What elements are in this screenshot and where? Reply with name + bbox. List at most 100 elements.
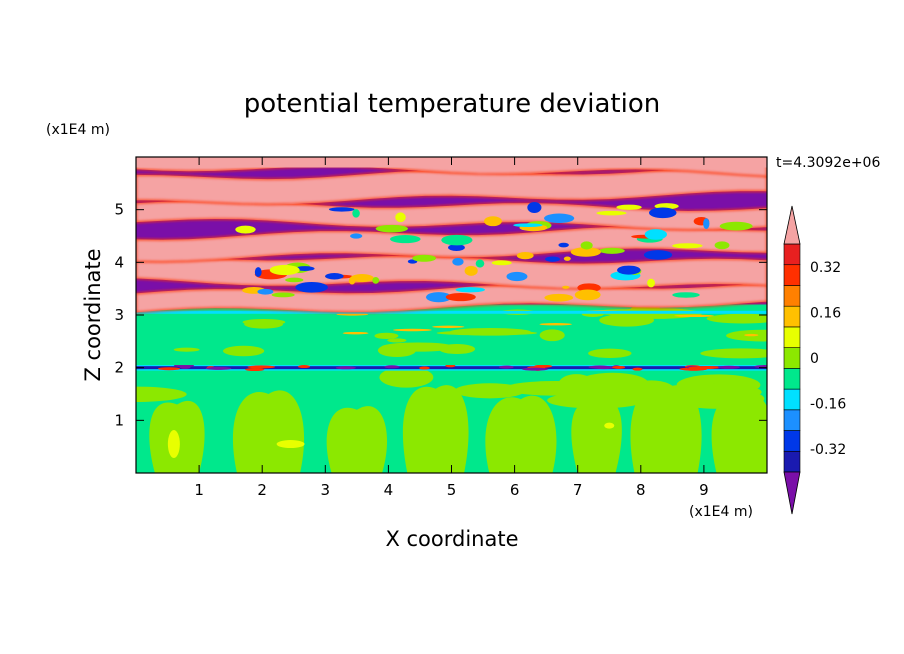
contour-field — [136, 157, 767, 473]
interface-spot — [588, 365, 611, 369]
upper-mixing-spot — [643, 250, 673, 260]
upper-mixing-spot — [350, 233, 363, 239]
upper-mixing-spot — [491, 260, 512, 266]
colorbar-tick-label: 0 — [810, 351, 819, 367]
middle-blob — [374, 332, 399, 340]
upper-mixing-spot — [395, 212, 406, 223]
upper-mixing-spot — [719, 221, 753, 231]
upper-band-edge — [136, 225, 767, 263]
upper-mixing-spot — [285, 277, 304, 283]
interface-spot — [445, 364, 456, 368]
y-unit-label: (x1E4 m) — [46, 122, 110, 138]
upper-mixing-spot — [545, 256, 560, 262]
upper-band-edge — [136, 164, 767, 206]
lower-plume — [232, 390, 305, 473]
middle-cyan-line — [136, 310, 767, 314]
y-tick-label: 5 — [114, 201, 124, 219]
colorbar-segment — [783, 264, 801, 286]
upper-mixing-spot — [580, 241, 593, 250]
upper-mixing-spot — [441, 234, 473, 246]
upper-mixing-spot — [527, 202, 542, 213]
lower-plume — [571, 400, 622, 473]
colorbar-tick-label: 0.16 — [810, 305, 841, 321]
interface-spot — [632, 367, 643, 371]
upper-mixing-spot — [372, 277, 380, 284]
middle-blob — [700, 348, 767, 359]
middle-streak — [744, 333, 759, 337]
lower-blob — [504, 381, 607, 396]
middle-blob — [244, 320, 284, 329]
upper-band-edge — [136, 199, 767, 231]
middle-streak — [674, 314, 714, 318]
colorbar-segment — [783, 347, 801, 369]
x-unit-label: (x1E4 m) — [689, 504, 753, 520]
middle-streak — [342, 331, 369, 335]
upper-mixing-spot — [506, 271, 528, 282]
y-tick-label: 4 — [114, 253, 124, 271]
time-label: t=4.3092e+06 — [776, 155, 880, 171]
upper-mixing-spot — [544, 293, 574, 302]
colorbar-segment — [783, 305, 801, 328]
y-axis-label: Z coordinate — [81, 248, 105, 381]
upper-mixing-spot — [714, 241, 730, 250]
interface-spot — [419, 366, 430, 370]
upper-mixing-spot — [235, 225, 256, 234]
upper-mixing-spot — [452, 257, 464, 266]
upper-mixing-spot — [596, 210, 627, 216]
upper-band-edge — [136, 281, 767, 314]
colorbar-segment — [783, 450, 801, 473]
interface-spot — [247, 365, 276, 369]
middle-blob — [539, 329, 565, 342]
interface-spot — [245, 368, 265, 372]
colorbar: -0.32 -0.16 0 0.16 0.32 — [783, 205, 846, 515]
upper-mixing-spot — [325, 273, 344, 280]
upper-mixing-spot — [328, 207, 355, 212]
upper-mixing-spot — [295, 266, 315, 271]
upper-mixing-spot — [426, 292, 452, 303]
x-tick-label: 6 — [510, 481, 520, 499]
upper-mixing-spot — [254, 267, 262, 277]
upper-mixing-spot — [484, 216, 502, 227]
interface-spot — [688, 366, 704, 370]
upper-mixing-spot — [599, 247, 625, 254]
upper-mixing-spot — [574, 289, 601, 301]
upper-mixing-spot — [445, 292, 476, 302]
lower-blob — [691, 383, 728, 402]
interface-spot — [158, 367, 181, 371]
upper-mixing-spot — [562, 285, 570, 289]
colorbar-tick-label: -0.16 — [810, 397, 846, 413]
upper-mixing-spot — [570, 247, 601, 257]
upper-mixing-spot — [672, 243, 703, 249]
x-tick-label: 8 — [636, 481, 646, 499]
middle-streak — [393, 328, 432, 332]
colorbar-segment — [783, 430, 801, 452]
x-tick-label: 9 — [699, 481, 709, 499]
x-axis-label: X coordinate — [385, 527, 518, 551]
colorbar-lower-extend — [783, 471, 801, 515]
upper-mixing-spot — [703, 218, 710, 230]
upper-mixing-spot — [448, 244, 465, 252]
upper-mixing-spot — [617, 265, 641, 275]
upper-mixing-spot — [513, 223, 543, 228]
interface-spot — [499, 365, 514, 369]
middle-blob — [706, 313, 767, 324]
y-tick-label: 1 — [114, 411, 124, 429]
upper-mixing-spot — [563, 256, 571, 261]
upper-mixing-spot — [616, 204, 642, 210]
x-tick-label: 7 — [573, 481, 583, 499]
lower-plume — [630, 385, 702, 473]
chart-title: potential temperature deviation — [244, 89, 660, 119]
colorbar-segment — [783, 285, 801, 307]
lower-blob — [136, 386, 187, 402]
upper-mixing-spot — [352, 209, 360, 218]
upper-mixing-spot — [390, 235, 421, 244]
colorbar-segment — [783, 326, 801, 348]
colorbar-upper-extend — [783, 205, 801, 245]
middle-blob — [588, 348, 632, 359]
lower-blob — [635, 389, 693, 407]
interface-spot — [384, 365, 400, 369]
upper-mixing-spot — [644, 229, 667, 240]
upper-pink-band — [136, 165, 767, 205]
lower-plume — [326, 406, 388, 473]
colorbar-segment — [783, 243, 801, 266]
